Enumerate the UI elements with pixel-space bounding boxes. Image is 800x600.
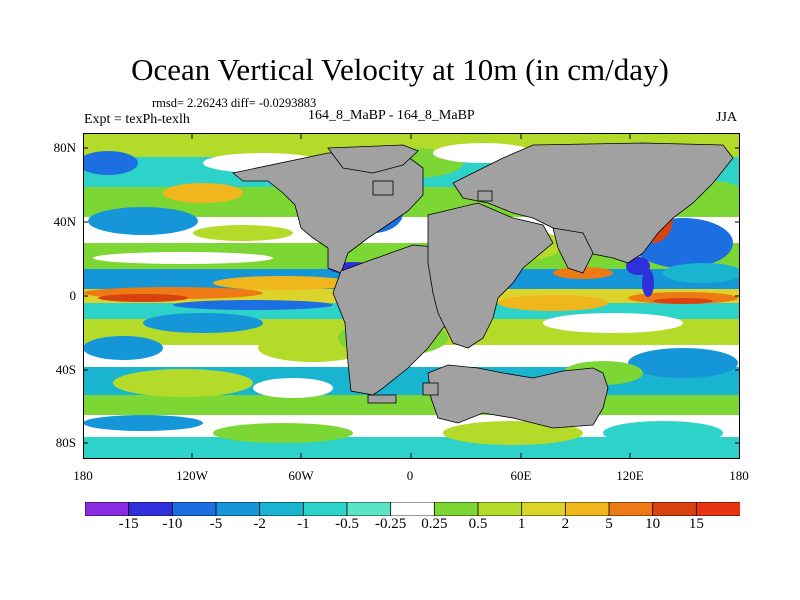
ocean-velocity-map (83, 133, 740, 459)
lat-label-40s: 40S (55, 362, 76, 377)
colorbar-swatch (171, 502, 217, 516)
colorbar-swatch (346, 502, 392, 516)
stats-text: rmsd= 2.26243 diff= -0.0293883 (152, 96, 317, 110)
colorbar-swatch (695, 502, 740, 516)
land-greenland (327, 144, 419, 174)
comparison-text: 164_8_MaBP - 164_8_MaBP (308, 108, 475, 123)
lon-label-0: 0 (406, 468, 414, 483)
lat-label-40n: 40N (53, 214, 76, 229)
land-island-4 (477, 190, 493, 202)
experiment-text: Expt = texPh-texlh (84, 112, 190, 127)
colorbar-label: 10 (645, 516, 661, 532)
land-eurasia (452, 142, 734, 264)
map-ticks (83, 133, 740, 459)
land-india (552, 227, 594, 274)
lon-label-120e: 120E (616, 468, 644, 483)
map-title: Ocean Vertical Velocity at 10m (in cm/da… (131, 52, 669, 87)
colorbar-label: -2 (253, 516, 266, 532)
season-text: JJA (716, 110, 738, 125)
land-masses (232, 142, 734, 429)
colorbar-swatch (259, 502, 305, 516)
colorbar-label: -5 (209, 516, 223, 532)
lat-label-80n: 80N (53, 140, 76, 155)
colorbar-swatch (608, 502, 654, 516)
lon-label-60w: 60W (288, 468, 314, 483)
land-island-1 (367, 394, 397, 404)
colorbar-label: 1 (517, 516, 526, 532)
land-africa (427, 202, 554, 349)
colorbar-label: 5 (605, 516, 613, 532)
colorbar-label: -0.5 (335, 516, 359, 532)
colorbar-swatch (477, 502, 523, 516)
lon-label-120w: 120W (176, 468, 208, 483)
colorbar-label: 15 (688, 516, 704, 532)
colorbar-swatch (652, 502, 698, 516)
colorbar-swatch (564, 502, 610, 516)
lat-label-eq: 0 (69, 288, 77, 303)
colorbar-swatch (128, 502, 174, 516)
land-island-3 (372, 180, 394, 196)
colorbar-label: -15 (118, 516, 139, 532)
colorbar-swatch (302, 502, 348, 516)
lon-label-180w: 180 (73, 468, 93, 483)
colorbar-label: -10 (162, 516, 183, 532)
colorbar-swatch (521, 502, 567, 516)
colorbar-swatch (390, 502, 436, 516)
lat-label-80s: 80S (55, 435, 76, 450)
colorbar-swatch (433, 502, 479, 516)
colorbar-label: -0.25 (375, 516, 407, 532)
colorbar-swatch (85, 502, 130, 516)
land-southern-continent (427, 364, 609, 429)
colorbar (85, 502, 740, 516)
colorbar-swatch (215, 502, 261, 516)
lon-label-180e: 180 (729, 468, 749, 483)
colorbar-label: -1 (297, 516, 310, 532)
lon-label-60e: 60E (510, 468, 532, 483)
colorbar-label: 0.25 (421, 516, 448, 532)
land-island-2 (422, 382, 439, 396)
colorbar-label: 2 (561, 516, 570, 532)
colorbar-label: 0.5 (468, 516, 488, 532)
